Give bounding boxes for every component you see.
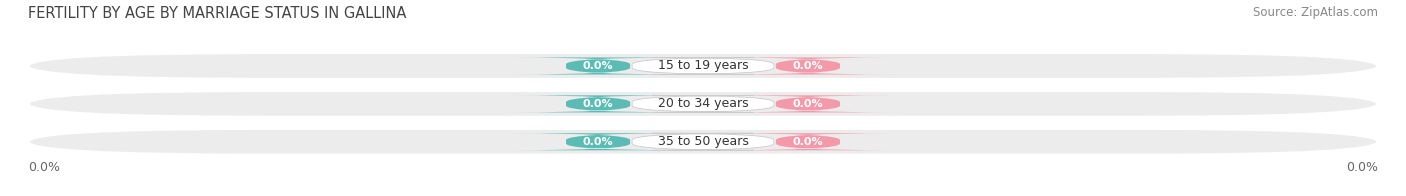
Text: 0.0%: 0.0% [582,99,613,109]
Text: 0.0%: 0.0% [793,137,824,147]
Text: 35 to 50 years: 35 to 50 years [658,135,748,148]
Text: 0.0%: 0.0% [28,161,60,174]
Text: 15 to 19 years: 15 to 19 years [658,60,748,73]
FancyBboxPatch shape [633,57,773,74]
Text: 0.0%: 0.0% [582,61,613,71]
FancyBboxPatch shape [718,95,897,113]
Text: FERTILITY BY AGE BY MARRIAGE STATUS IN GALLINA: FERTILITY BY AGE BY MARRIAGE STATUS IN G… [28,6,406,21]
Text: 0.0%: 0.0% [1346,161,1378,174]
FancyBboxPatch shape [28,129,1378,155]
FancyBboxPatch shape [28,53,1378,79]
Text: Source: ZipAtlas.com: Source: ZipAtlas.com [1253,6,1378,19]
FancyBboxPatch shape [718,133,897,150]
Text: 0.0%: 0.0% [793,99,824,109]
FancyBboxPatch shape [509,95,688,113]
Text: 0.0%: 0.0% [793,61,824,71]
FancyBboxPatch shape [509,133,688,150]
Text: 0.0%: 0.0% [582,137,613,147]
FancyBboxPatch shape [633,95,773,113]
FancyBboxPatch shape [718,57,897,74]
FancyBboxPatch shape [28,91,1378,117]
FancyBboxPatch shape [509,57,688,74]
Text: 20 to 34 years: 20 to 34 years [658,97,748,110]
FancyBboxPatch shape [633,133,773,150]
